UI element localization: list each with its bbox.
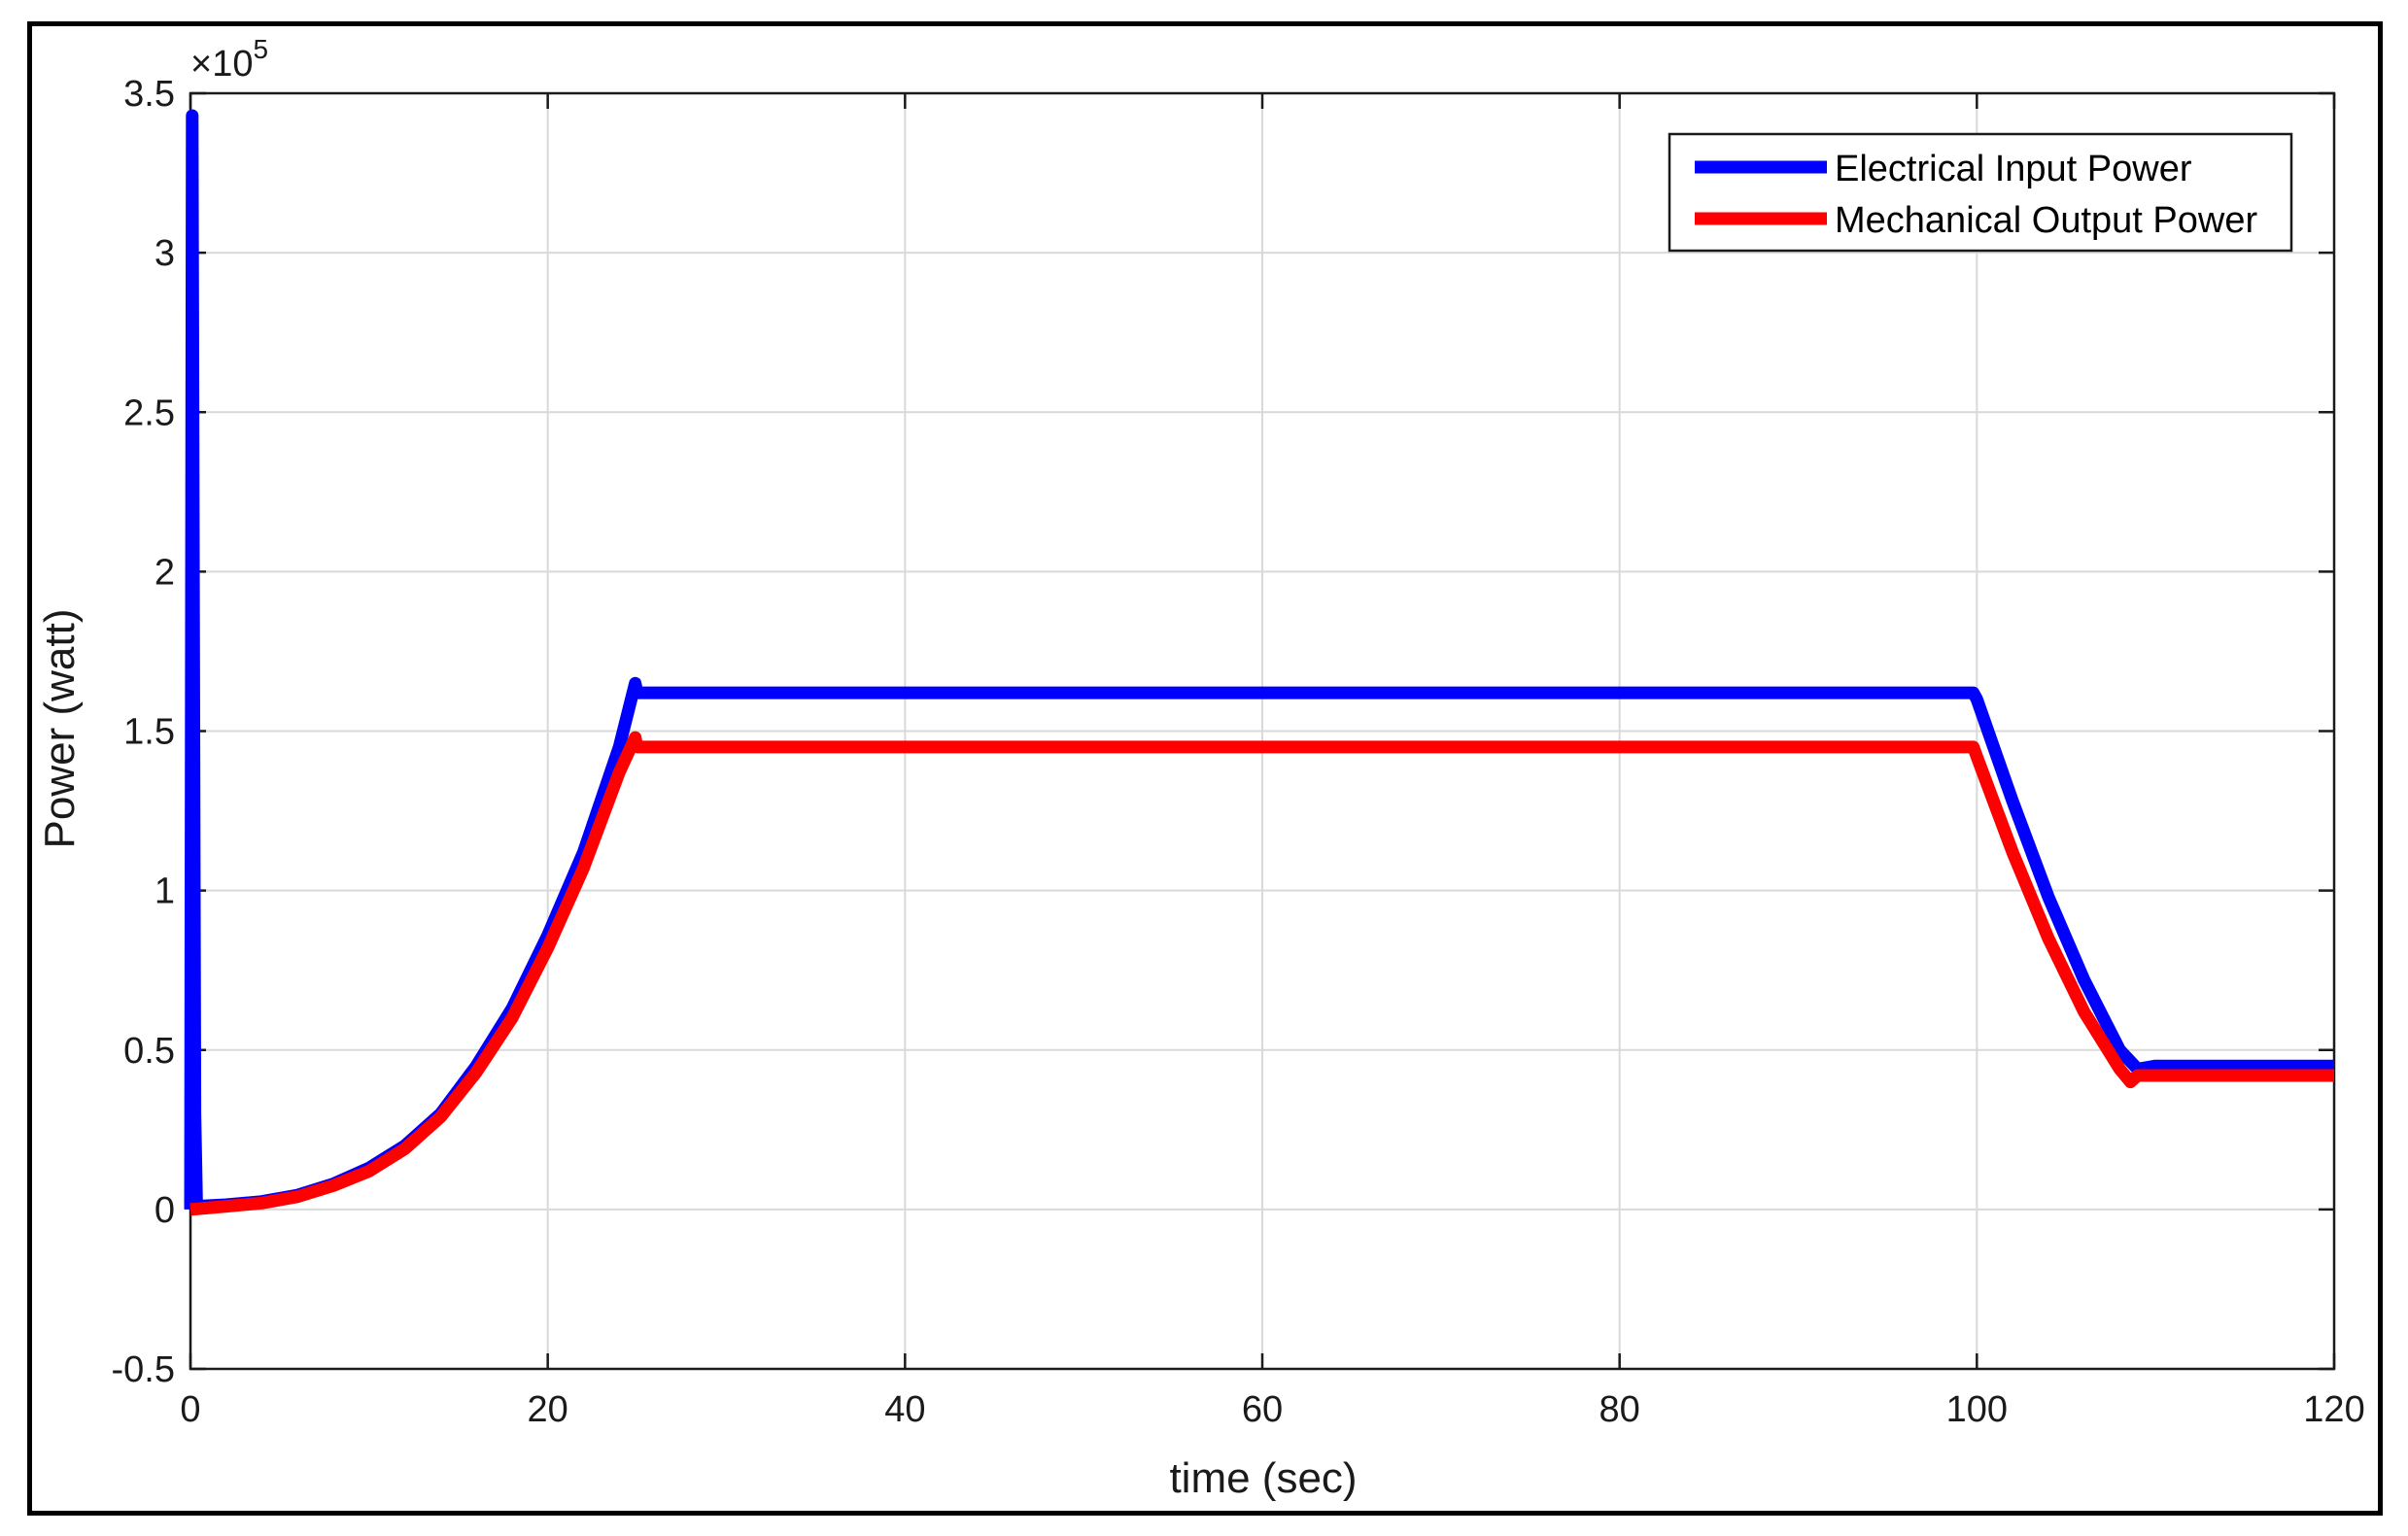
legend: Electrical Input Power Mechanical Output… — [1668, 132, 2293, 253]
x-tick-label: 100 — [1946, 1389, 2008, 1430]
series-lines — [184, 109, 2334, 1216]
y-tick-label: 1 — [155, 871, 175, 912]
x-axis-label: time (sec) — [1169, 1454, 1357, 1502]
legend-box — [1668, 132, 2293, 253]
y-tick-label: 3.5 — [123, 74, 175, 115]
y-tick-label: 3 — [155, 233, 175, 274]
x-tick-label: 80 — [1600, 1389, 1640, 1430]
y-exponent-label: ×105 — [190, 34, 268, 85]
y-tick-label: 1.5 — [123, 712, 175, 753]
legend-label-mechanical: Mechanical Output Power — [1835, 200, 2257, 241]
y-axis-label: Power (watt) — [36, 609, 84, 849]
y-tick-label: 2 — [155, 552, 175, 593]
y-tick-label: 0 — [155, 1190, 175, 1231]
x-tick-label: 0 — [180, 1389, 200, 1430]
x-tick-label: 20 — [528, 1389, 568, 1430]
x-tick-label: 120 — [2303, 1389, 2364, 1430]
axis-ticks: 0 20 40 60 80 100 120-0.500.511.522.533.5 — [112, 74, 2365, 1430]
x-tick-label: 60 — [1242, 1389, 1283, 1430]
y-tick-label: 2.5 — [123, 393, 175, 433]
x-tick-label: 40 — [884, 1389, 925, 1430]
series-mechanical-output-power — [189, 731, 2334, 1216]
y-tick-label: -0.5 — [112, 1349, 175, 1390]
grid-lines — [190, 93, 2334, 1369]
figure-frame — [27, 21, 2383, 1516]
legend-label-electrical: Electrical Input Power — [1835, 149, 2192, 189]
y-tick-label: 0.5 — [123, 1031, 175, 1072]
